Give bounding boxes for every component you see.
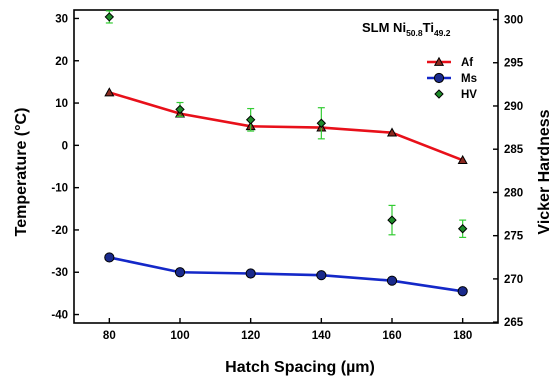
hv-point xyxy=(245,115,256,125)
series-af xyxy=(104,87,468,165)
y2-tick-label-290: 290 xyxy=(504,101,523,113)
ms-point xyxy=(386,275,398,286)
series-hv xyxy=(104,10,468,239)
hv-point xyxy=(316,118,327,128)
y-tick-label--20: -20 xyxy=(51,225,68,237)
af-line xyxy=(108,91,464,162)
y2-tick-label-295: 295 xyxy=(504,58,524,70)
legend-marker-ms xyxy=(433,72,445,84)
legend-marker-hv xyxy=(434,89,444,99)
legend-label-hv: HV xyxy=(461,89,477,101)
chart-title-sub2: 49.2 xyxy=(434,28,451,38)
hv-point xyxy=(175,104,185,115)
hv-point xyxy=(104,12,115,22)
ms-point xyxy=(245,268,256,279)
x-axis-title: Hatch Spacing (µm) xyxy=(225,359,375,376)
ms-point xyxy=(104,252,115,263)
series-layer xyxy=(104,10,468,297)
y2-tick-label-300: 300 xyxy=(504,15,523,27)
ms-line xyxy=(109,256,463,293)
x-tick-label-80: 80 xyxy=(103,330,116,342)
af-point xyxy=(457,154,468,165)
y2-tick-label-275: 275 xyxy=(504,231,524,243)
ms-point xyxy=(174,267,186,278)
y-tick-label-0: 0 xyxy=(62,140,68,152)
chart-title-mid: Ti xyxy=(423,20,434,35)
legend-label-ms: Ms xyxy=(461,73,477,85)
series-ms xyxy=(104,252,468,297)
legend-label-af: Af xyxy=(461,57,473,69)
af-point xyxy=(104,87,115,97)
ms-point xyxy=(316,270,327,281)
x-tick-label-180: 180 xyxy=(453,330,472,342)
af-point xyxy=(386,127,398,137)
y2-tick-label-280: 280 xyxy=(504,187,523,199)
x-tick-label-120: 120 xyxy=(241,330,260,342)
ms-point xyxy=(457,286,468,297)
y-tick-label-10: 10 xyxy=(55,98,68,110)
x-tick-label-160: 160 xyxy=(382,330,401,342)
hv-point xyxy=(457,224,468,234)
x-tick-label-100: 100 xyxy=(170,330,189,342)
y2-axis-title: Vicker Hardness xyxy=(536,109,553,234)
y-tick-label--30: -30 xyxy=(51,267,68,279)
y-tick-label--10: -10 xyxy=(51,183,68,195)
y2-tick-label-285: 285 xyxy=(504,144,524,156)
axes-layer: 80 100 120 140 160 1803020100-10-20-30-403002… xyxy=(51,9,524,342)
y-tick-label-30: 30 xyxy=(55,13,68,25)
hv-point xyxy=(387,215,397,225)
y-tick-label-20: 20 xyxy=(55,56,68,68)
legend-marker-af xyxy=(433,56,445,66)
legend: Af Ms HV xyxy=(427,56,477,101)
y2-tick-label-265: 265 xyxy=(504,317,524,329)
x-tick-label-140: 140 xyxy=(312,330,331,342)
y2-tick-label-270: 270 xyxy=(504,274,523,286)
chart-title-base: SLM Ni xyxy=(362,20,406,35)
y-axis-title: Temperature (°C) xyxy=(13,108,30,237)
plot-frame xyxy=(73,9,499,324)
chart-title: SLM Ni50.8Ti49.2 xyxy=(362,20,451,38)
y-tick-label--40: -40 xyxy=(51,310,68,322)
chart-title-sub1: 50.8 xyxy=(406,28,423,38)
